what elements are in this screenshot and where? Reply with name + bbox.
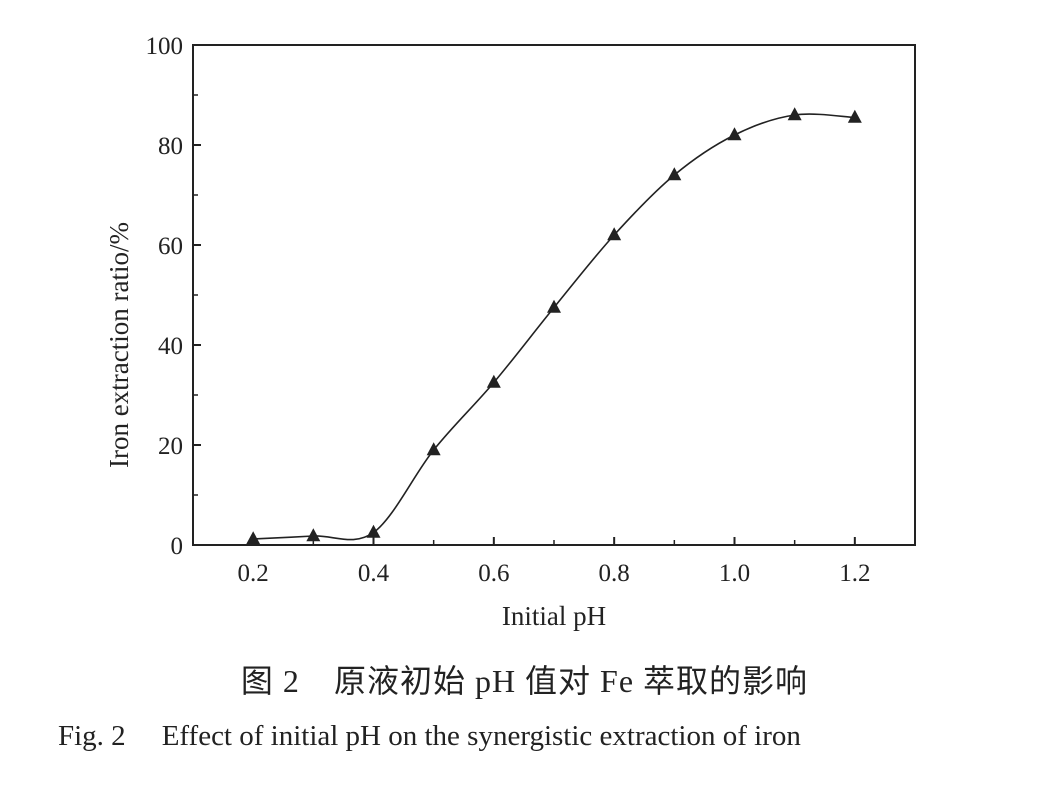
data-point-marker	[246, 531, 261, 545]
x-axis-label: Initial pH	[502, 601, 606, 631]
y-tick-label: 100	[146, 33, 184, 60]
data-point-marker	[306, 528, 321, 542]
y-tick-label: 40	[158, 333, 183, 360]
data-point-marker	[727, 127, 742, 141]
y-tick-label: 80	[158, 133, 183, 160]
axes	[192, 44, 916, 546]
ticks: 0.2 0.4 0.6 0.8 1.0 1.2 0 20 40 60 80 100	[146, 33, 916, 587]
x-tick-label: 0.4	[358, 560, 390, 587]
x-tick-label: 0.6	[478, 560, 509, 587]
x-tick-label: 0.2	[238, 560, 269, 587]
data-point-marker	[787, 107, 802, 121]
figure-caption-chinese: 图 2 原液初始 pH 值对 Fe 萃取的影响	[0, 656, 1049, 702]
data-point-marker	[366, 524, 381, 538]
x-tick-label: 0.8	[599, 560, 630, 587]
figure-number-english: Fig. 2	[58, 720, 126, 752]
data-point-marker	[667, 167, 682, 181]
data-point-marker	[547, 299, 561, 313]
plot-frame	[192, 44, 916, 546]
caption-text-chinese: 原液初始 pH 值对 Fe 萃取的影响	[333, 663, 809, 699]
caption-text-english: Effect of initial pH on the synergistic …	[161, 720, 801, 752]
series-line	[253, 113, 855, 541]
line-chart: 0.2 0.4 0.6 0.8 1.0 1.2 0 20 40 60 80 100 Initial p…	[104, 33, 916, 631]
y-tick-label: 20	[158, 433, 183, 460]
figure-number-chinese: 图 2	[240, 663, 300, 699]
data-point-marker	[847, 109, 862, 123]
y-tick-label: 60	[158, 233, 183, 260]
y-axis-label: Iron extraction ratio/%	[104, 222, 134, 468]
data-point-marker	[426, 442, 441, 456]
x-tick-label: 1.2	[839, 560, 870, 587]
chart-area: 0.2 0.4 0.6 0.8 1.0 1.2 0 20 40 60 80 100 Initial p…	[104, 33, 916, 631]
data-point-marker	[486, 374, 501, 388]
markers	[246, 107, 862, 545]
y-tick-label: 0	[171, 533, 184, 560]
data-point-marker	[607, 227, 622, 241]
x-tick-label: 1.0	[719, 560, 750, 587]
figure-caption-english: Fig. 2 Effect of initial pH on the synerg…	[58, 720, 1038, 753]
